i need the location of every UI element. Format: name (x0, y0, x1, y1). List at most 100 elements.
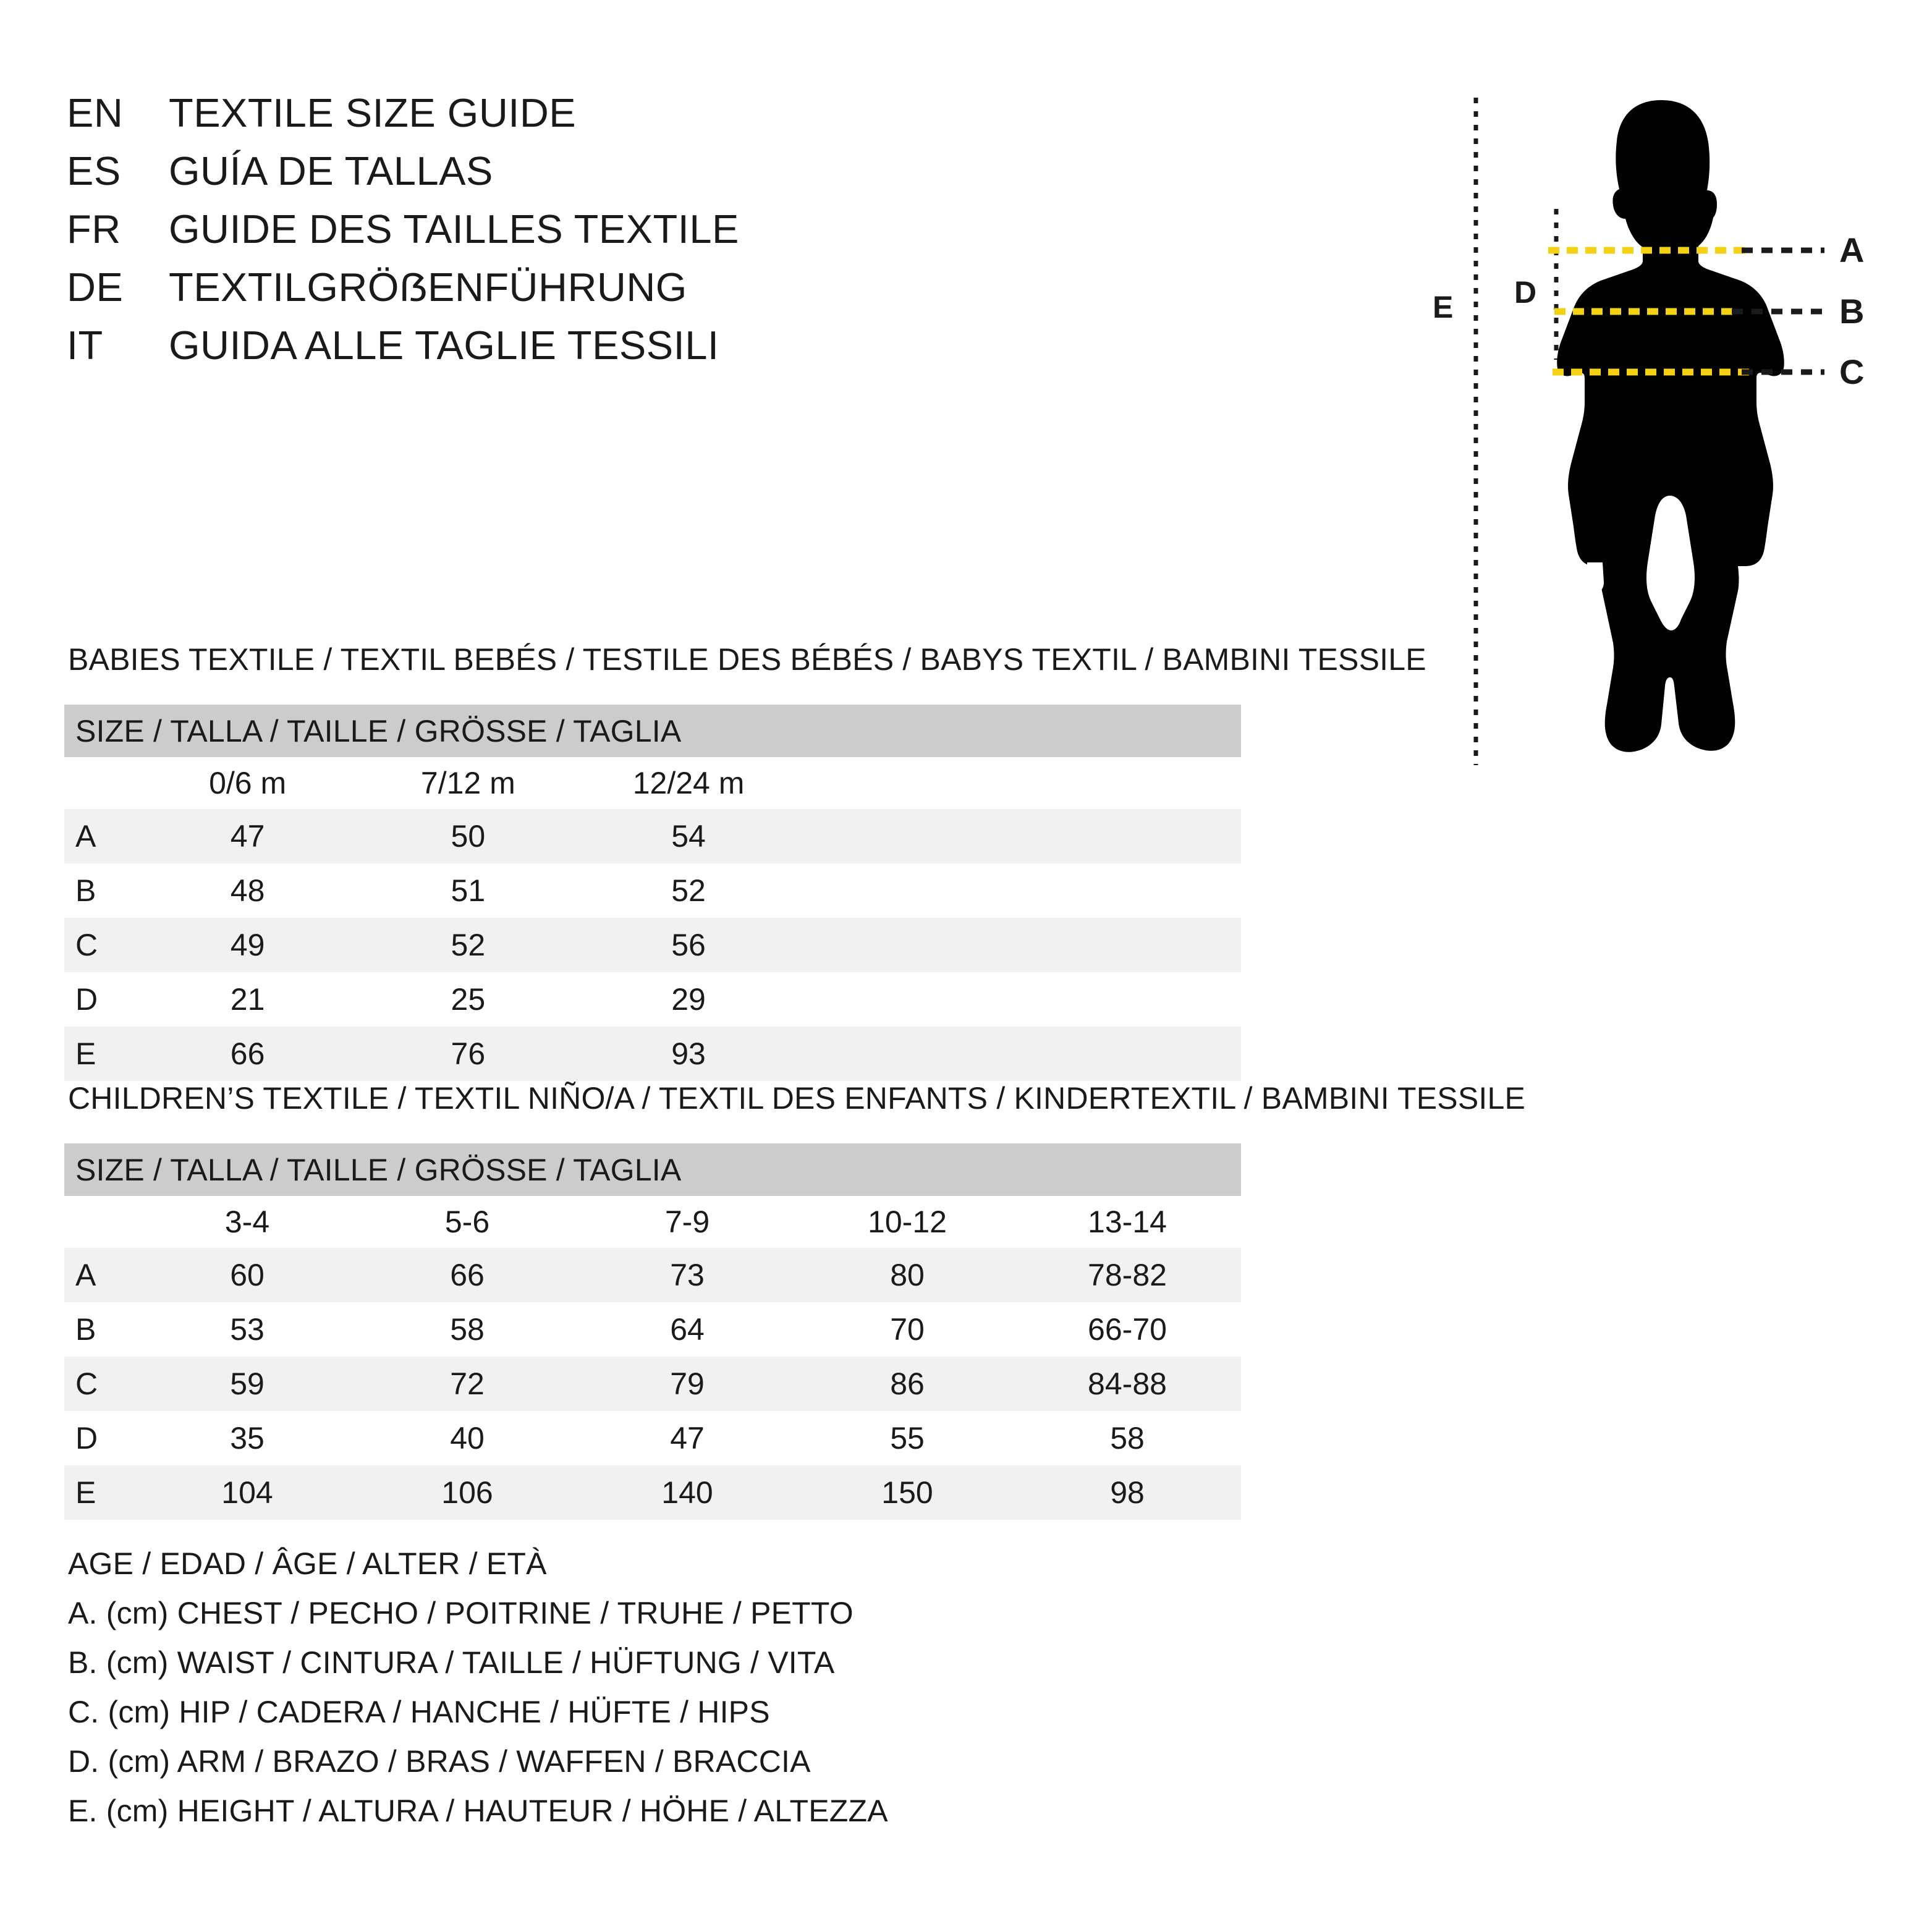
language-code-es: ES (67, 148, 121, 193)
babies-column-header-2: 12/24 m (578, 757, 799, 809)
babies-column-header-row: 0/6 m 7/12 m 12/24 m (64, 757, 1241, 809)
children-size-table: SIZE / TALLA / TAILLE / GRÖSSE / TAGLIA … (64, 1143, 1242, 1520)
legend-line-a-chest: A. (cm) CHEST / PECHO / POITRINE / TRUHE… (68, 1596, 854, 1630)
language-code-it: IT (67, 323, 103, 368)
babies-cell-b-2: 52 (578, 863, 799, 918)
children-colhdr-pad (1237, 1196, 1242, 1248)
babies-cell-a-0: 47 (137, 809, 358, 863)
children-cell-b-4: 66-70 (1017, 1302, 1237, 1357)
table-row: A 60 66 73 80 78-82 (64, 1248, 1242, 1302)
legend-line-d-arm: D. (cm) ARM / BRAZO / BRAS / WAFFEN / BR… (68, 1744, 811, 1779)
language-row-fr: FR GUIDE DES TAILLES TEXTILE (67, 206, 1241, 264)
babies-section-caption: BABIES TEXTILE / TEXTIL BEBÉS / TESTILE … (68, 642, 1426, 677)
babies-row-pad-d (799, 972, 1241, 1027)
babies-size-table: SIZE / TALLA / TAILLE / GRÖSSE / TAGLIA … (64, 705, 1241, 1081)
legend-line-b-waist: B. (cm) WAIST / CINTURA / TAILLE / HÜFTU… (68, 1645, 835, 1680)
child-silhouette-icon (1557, 100, 1784, 752)
table-row: A 47 50 54 (64, 809, 1241, 863)
children-cell-a-1: 66 (357, 1248, 577, 1302)
children-row-label-c: C (64, 1357, 137, 1411)
children-cell-c-4: 84-88 (1017, 1357, 1237, 1411)
children-row-label-e: E (64, 1465, 137, 1520)
children-column-header-0: 3-4 (137, 1196, 357, 1248)
children-cell-e-0: 104 (137, 1465, 357, 1520)
children-band-header-row: SIZE / TALLA / TAILLE / GRÖSSE / TAGLIA (64, 1143, 1242, 1196)
children-band-header: SIZE / TALLA / TAILLE / GRÖSSE / TAGLIA (64, 1143, 1242, 1196)
babies-cell-c-2: 56 (578, 918, 799, 972)
babies-row-label-a: A (64, 809, 138, 863)
children-cell-c-0: 59 (137, 1357, 357, 1411)
babies-row-pad-a (799, 809, 1241, 863)
babies-cell-c-0: 49 (137, 918, 358, 972)
babies-row-pad-e (799, 1027, 1241, 1081)
table-row: D 35 40 47 55 58 (64, 1411, 1242, 1465)
language-row-en: EN TEXTILE SIZE GUIDE (67, 90, 1241, 148)
children-row-label-d: D (64, 1411, 137, 1465)
legend-line-age: AGE / EDAD / ÂGE / ALTER / ETÀ (68, 1546, 547, 1581)
measurement-legend: AGE / EDAD / ÂGE / ALTER / ETÀ A. (cm) C… (68, 1539, 1242, 1836)
language-code-en: EN (67, 90, 124, 135)
children-cell-e-2: 140 (577, 1465, 797, 1520)
babies-row-label-b: B (64, 863, 138, 918)
children-cell-c-1: 72 (357, 1357, 577, 1411)
children-cell-a-2: 73 (577, 1248, 797, 1302)
children-cell-d-3: 55 (797, 1411, 1017, 1465)
children-cell-a-4: 78-82 (1017, 1248, 1237, 1302)
language-title-de: TEXTILGRÖẞENFÜHRUNG (169, 265, 687, 310)
babies-colhdr-pad (799, 757, 1241, 809)
babies-cell-d-1: 25 (357, 972, 578, 1027)
children-row-pad-d (1237, 1411, 1242, 1465)
children-cell-c-2: 79 (577, 1357, 797, 1411)
children-row-label-b: B (64, 1302, 137, 1357)
language-row-it: IT GUIDA ALLE TAGLIE TESSILI (67, 322, 1241, 380)
children-cell-d-1: 40 (357, 1411, 577, 1465)
babies-band-header-row: SIZE / TALLA / TAILLE / GRÖSSE / TAGLIA (64, 705, 1241, 757)
children-cell-a-3: 80 (797, 1248, 1017, 1302)
measurement-figure-diagram: A B C D E (1415, 68, 1922, 779)
table-row: C 49 52 56 (64, 918, 1241, 972)
figure-label-e: E (1433, 290, 1453, 324)
table-row: B 48 51 52 (64, 863, 1241, 918)
babies-cell-e-0: 66 (137, 1027, 358, 1081)
children-cell-a-0: 60 (137, 1248, 357, 1302)
children-cell-b-1: 58 (357, 1302, 577, 1357)
children-row-pad-a (1237, 1248, 1242, 1302)
children-cell-e-4: 98 (1017, 1465, 1237, 1520)
babies-band-header: SIZE / TALLA / TAILLE / GRÖSSE / TAGLIA (64, 705, 1241, 757)
babies-row-label-d: D (64, 972, 138, 1027)
children-cell-e-1: 106 (357, 1465, 577, 1520)
babies-colhdr-blank (64, 757, 138, 809)
babies-row-pad-b (799, 863, 1241, 918)
children-column-header-4: 13-14 (1017, 1196, 1237, 1248)
table-row: D 21 25 29 (64, 972, 1241, 1027)
table-row: E 66 76 93 (64, 1027, 1241, 1081)
children-row-label-a: A (64, 1248, 137, 1302)
babies-cell-b-0: 48 (137, 863, 358, 918)
children-cell-d-4: 58 (1017, 1411, 1237, 1465)
language-code-fr: FR (67, 206, 121, 252)
children-cell-c-3: 86 (797, 1357, 1017, 1411)
babies-cell-a-1: 50 (357, 809, 578, 863)
children-row-pad-c (1237, 1357, 1242, 1411)
legend-line-c-hip: C. (cm) HIP / CADERA / HANCHE / HÜFTE / … (68, 1695, 770, 1729)
language-title-it: GUIDA ALLE TAGLIE TESSILI (169, 323, 719, 368)
language-row-de: DE TEXTILGRÖẞENFÜHRUNG (67, 264, 1241, 322)
legend-line-e-height: E. (cm) HEIGHT / ALTURA / HAUTEUR / HÖHE… (68, 1794, 888, 1828)
babies-cell-e-1: 76 (357, 1027, 578, 1081)
children-colhdr-blank (64, 1196, 137, 1248)
language-title-es: GUÍA DE TALLAS (169, 148, 493, 193)
babies-cell-d-0: 21 (137, 972, 358, 1027)
language-title-fr: GUIDE DES TAILLES TEXTILE (169, 206, 739, 252)
children-section-caption: CHILDREN’S TEXTILE / TEXTIL NIÑO/A / TEX… (68, 1081, 1526, 1116)
language-title-en: TEXTILE SIZE GUIDE (169, 90, 577, 135)
language-row-es: ES GUÍA DE TALLAS (67, 148, 1241, 206)
figure-label-c: C (1839, 352, 1864, 391)
babies-row-label-e: E (64, 1027, 138, 1081)
table-row: E 104 106 140 150 98 (64, 1465, 1242, 1520)
table-row: B 53 58 64 70 66-70 (64, 1302, 1242, 1357)
children-cell-e-3: 150 (797, 1465, 1017, 1520)
children-cell-d-2: 47 (577, 1411, 797, 1465)
children-cell-b-2: 64 (577, 1302, 797, 1357)
babies-row-pad-c (799, 918, 1241, 972)
children-row-pad-e (1237, 1465, 1242, 1520)
